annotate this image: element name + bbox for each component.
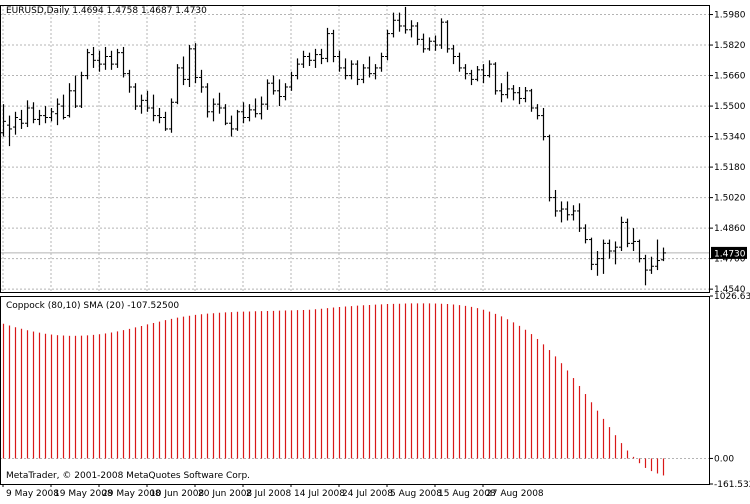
price-tick-label: 1.5980 xyxy=(714,11,746,21)
ohlc-bars xyxy=(1,6,666,286)
indicator-title: Coppock (80,10) SMA (20) -107.52500 xyxy=(6,301,179,311)
price-tick-label: 1.5020 xyxy=(714,194,746,204)
price-tick-label: 1.5340 xyxy=(714,133,746,143)
date-tick-label: 5 Aug 2008 xyxy=(390,489,442,499)
current-price-marker xyxy=(711,246,747,259)
price-tick-label: 1.5180 xyxy=(714,163,746,173)
date-tick-label: 2 Jul 2008 xyxy=(246,489,291,499)
chart-frame xyxy=(0,5,710,485)
date-tick-label: 29 May 2008 xyxy=(102,489,161,499)
copyright-footer: MetaTrader, © 2001-2008 MetaQuotes Softw… xyxy=(6,471,250,481)
date-tick-label: 9 May 2008 xyxy=(6,489,59,499)
indicator-tick-label: 1026.632 xyxy=(714,292,750,302)
price-tick-label: 1.4540 xyxy=(714,285,746,295)
date-tick-label: 15 Aug 2008 xyxy=(438,489,496,499)
date-tick-label: 14 Jul 2008 xyxy=(294,489,345,499)
date-tick-label: 27 Aug 2008 xyxy=(486,489,544,499)
price-tick-label: 1.4860 xyxy=(714,224,746,234)
indicator-tick-label: -161.532 xyxy=(714,480,750,490)
price-tick-label: 1.4700 xyxy=(714,255,746,265)
price-tick-label: 1.5820 xyxy=(714,41,746,51)
main-panel-frame xyxy=(0,5,710,293)
indicator-tick-label: 0.00 xyxy=(714,454,734,464)
current-price-label: 1.4730 xyxy=(714,249,746,259)
indicator-panel-frame xyxy=(0,296,710,485)
date-tick-label: 10 Jun 2008 xyxy=(150,489,204,499)
date-tick-label: 19 May 2008 xyxy=(54,489,113,499)
coppock-histogram xyxy=(2,303,665,476)
date-tick-label: 20 Jun 2008 xyxy=(198,489,252,499)
date-tick-label: 24 Jul 2008 xyxy=(342,489,393,499)
axis-labels: 1.5980 1.5820 1.5660 1.5500 1.5340 1.5180 1.50… xyxy=(6,11,750,499)
price-tick-label: 1.5660 xyxy=(714,72,746,82)
main-chart-title: EURUSD,Daily 1.4694 1.4758 1.4687 1.4730 xyxy=(6,6,207,16)
price-tick-label: 1.5500 xyxy=(714,102,746,112)
